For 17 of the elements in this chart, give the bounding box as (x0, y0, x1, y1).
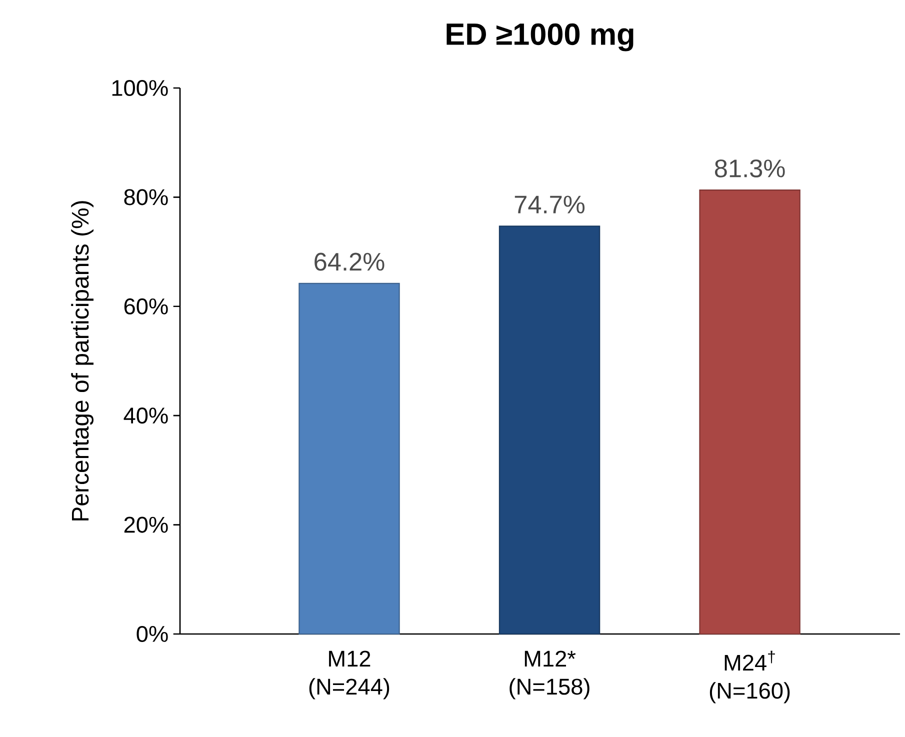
data-label: 74.7% (514, 196, 585, 214)
bar (498, 226, 600, 635)
chart-title: ED ≥1000 mg (446, 23, 634, 52)
y-tick-label: 20% (124, 516, 168, 533)
data-label: 64.2% (314, 252, 384, 271)
y-tick-label: 40% (124, 408, 168, 424)
data-label: 81.3% (714, 159, 785, 178)
bar (298, 282, 400, 635)
bar (699, 190, 800, 635)
y-tick-label: 0% (136, 626, 168, 642)
y-tick-label: 100% (112, 80, 168, 96)
y-axis-title: Percentage of participants (%) (71, 201, 94, 520)
x-tick-label: M12 (N=244) (309, 650, 390, 700)
y-tick-label: 80% (124, 189, 168, 206)
x-tick-label: M24$^{†}$ (N=160) (710, 650, 790, 704)
x-tick-label: M12* (N=158) (510, 650, 590, 700)
y-tick-label: 60% (124, 298, 168, 314)
